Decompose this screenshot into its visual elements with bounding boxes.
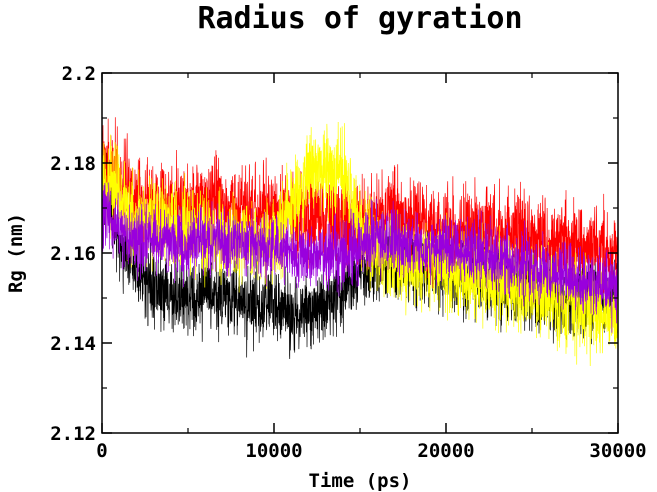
y-tick-label: 2.12 xyxy=(50,423,96,445)
y-tick-label: 2.2 xyxy=(62,63,96,85)
y-tick-label: 2.14 xyxy=(50,333,96,355)
series-line-1 xyxy=(101,149,619,360)
chart-title: Radius of gyration xyxy=(197,1,522,36)
series-line-4 xyxy=(101,182,619,333)
y-tick-label: 2.18 xyxy=(50,153,96,175)
y-axis-label: Rg (nm) xyxy=(5,213,27,293)
ticks-layer: 0 10000 20000 30000 2.12 2.14 2.16 2.18 2.2 xyxy=(50,63,646,462)
y-tick-label: 2.16 xyxy=(50,243,96,265)
x-tick-label: 10000 xyxy=(245,440,302,462)
series-layer xyxy=(101,117,619,366)
x-axis-label: Time (ps) xyxy=(309,470,412,492)
x-tick-label: 20000 xyxy=(417,440,474,462)
x-tick-label: 0 xyxy=(96,440,107,462)
x-tick-label: 30000 xyxy=(589,440,646,462)
